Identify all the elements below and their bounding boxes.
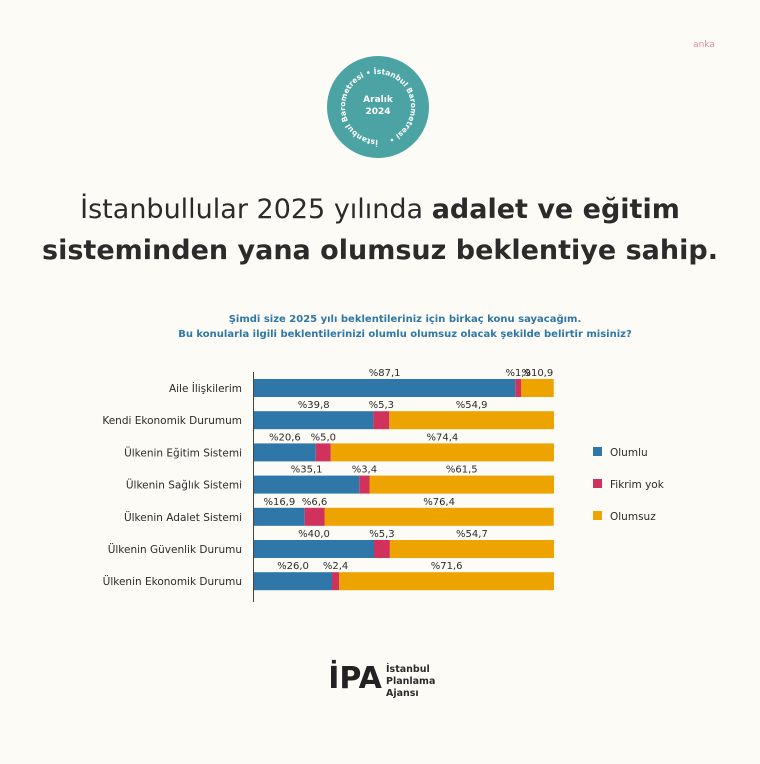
bar-segment xyxy=(254,443,316,462)
bar-segment xyxy=(315,443,331,462)
bar-segment xyxy=(515,379,521,397)
bar-segment xyxy=(373,411,390,430)
badge-year: 2024 xyxy=(365,107,390,117)
category-label: Ülkenin Eğitim Sistemi xyxy=(124,446,242,459)
logo-text: Ajansı xyxy=(386,688,419,699)
headline-normal: İstanbullular 2025 yılında xyxy=(80,193,432,225)
logo: İPA İstanbul Planlama Ajansı xyxy=(328,660,435,699)
bar-segment xyxy=(254,572,332,591)
data-label: %54,9 xyxy=(456,400,488,411)
legend-swatch xyxy=(593,511,602,520)
bar-segment xyxy=(304,507,325,526)
bar-segment xyxy=(369,475,554,494)
legend-label: Fikrim yok xyxy=(610,479,665,491)
logo-text: Planlama xyxy=(386,676,435,687)
bar-segment xyxy=(389,411,554,430)
data-label: %54,7 xyxy=(456,529,488,540)
bar-segment xyxy=(339,572,554,591)
legend-label: Olumsuz xyxy=(610,511,656,523)
data-label: %10,9 xyxy=(521,368,553,379)
bar-segment xyxy=(254,379,516,397)
category-label: Ülkenin Güvenlik Durumu xyxy=(108,543,242,556)
bar-segment xyxy=(330,443,554,462)
legend-swatch xyxy=(593,447,602,456)
category-label: Aile İlişkilerim xyxy=(169,382,242,395)
legend-label: Olumlu xyxy=(610,447,648,459)
headline-line2: sisteminden yana olumsuz beklentiye sahi… xyxy=(42,235,718,266)
bar-segment xyxy=(374,540,390,558)
data-label: %76,4 xyxy=(423,497,455,508)
bar-segment xyxy=(324,507,554,526)
bar-segment xyxy=(254,411,374,430)
data-label: %16,9 xyxy=(263,497,295,508)
bar-segment xyxy=(332,572,340,591)
data-label: %26,0 xyxy=(277,561,309,572)
data-label: %87,1 xyxy=(369,368,401,379)
data-label: %2,4 xyxy=(323,561,348,572)
bar-segment xyxy=(359,475,370,494)
category-label: Ülkenin Ekonomik Durumu xyxy=(103,575,242,588)
data-label: %39,8 xyxy=(298,400,330,411)
badge xyxy=(327,56,429,158)
bar-segment xyxy=(254,540,374,558)
chart-title: Şimdi size 2025 yılı beklentileriniz içi… xyxy=(229,313,582,325)
watermark: anka xyxy=(693,40,715,50)
bar-segment xyxy=(254,507,305,526)
data-label: %3,4 xyxy=(352,465,377,476)
data-label: %20,6 xyxy=(269,432,301,443)
data-label: %5,3 xyxy=(369,529,394,540)
data-label: %71,6 xyxy=(431,561,463,572)
headline-line1: İstanbullular 2025 yılında adalet ve eği… xyxy=(80,193,680,225)
bar-segment xyxy=(254,475,360,494)
data-label: %1,9 xyxy=(505,368,530,379)
category-label: Ülkenin Sağlık Sistemi xyxy=(126,479,242,492)
legend-swatch xyxy=(593,479,602,488)
bar-segment xyxy=(389,540,554,558)
bar-segment xyxy=(521,379,554,397)
badge-month: Aralık xyxy=(363,95,394,105)
category-label: Kendi Ekonomik Durumum xyxy=(102,415,242,427)
data-label: %61,5 xyxy=(446,465,478,476)
data-label: %6,6 xyxy=(302,497,327,508)
category-label: Ülkenin Adalet Sistemi xyxy=(124,511,242,524)
data-label: %40,0 xyxy=(298,529,330,540)
headline-bold: adalet ve eğitim xyxy=(432,194,680,225)
logo-text: İstanbul xyxy=(386,664,430,675)
data-label: %5,3 xyxy=(369,400,394,411)
data-label: %35,1 xyxy=(291,465,323,476)
data-label: %5,0 xyxy=(311,432,336,443)
chart-subtitle: Bu konularla ilgili beklentilerinizi olu… xyxy=(178,329,632,340)
data-label: %74,4 xyxy=(427,432,459,443)
logo-mark: İPA xyxy=(328,660,382,696)
